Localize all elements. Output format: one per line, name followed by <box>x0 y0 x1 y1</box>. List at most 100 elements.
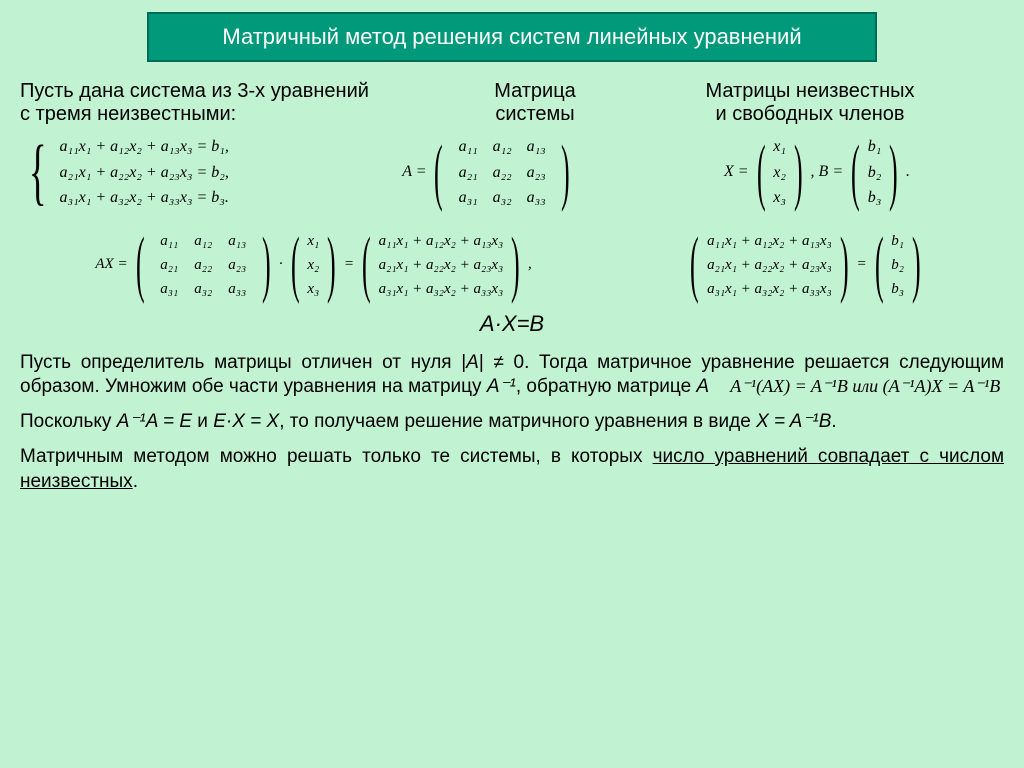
cell: b₁ <box>891 229 904 253</box>
header-line: Матрица <box>440 80 630 103</box>
text: A⁻¹A = E <box>117 411 192 432</box>
cell: x₂ <box>307 253 319 277</box>
eq: = <box>856 256 866 273</box>
text: . <box>831 411 836 432</box>
paren-icon: ( <box>875 235 884 294</box>
matrix-x-b: X = ( x₁ x₂ x₃ ) , B = ( b₁ b₂ b₃ ) . <box>630 134 1004 211</box>
header-line: Матрицы неизвестных <box>630 80 990 103</box>
paren-icon: ) <box>327 235 336 294</box>
cell: x₁ <box>307 229 319 253</box>
eq: = <box>344 256 354 273</box>
header-line: Пусть дана система из 3-х уравнений <box>20 80 440 103</box>
cell: a₂₃ <box>519 160 553 186</box>
text: , то получаем решение матричного уравнен… <box>279 411 756 432</box>
label: A = <box>402 163 426 181</box>
definitions-row: { a₁₁x₁ + a₁₂x₂ + a₁₃x₃ = b₁, a₂₁x₁ + a₂… <box>20 134 1004 211</box>
paren-icon: ( <box>291 235 300 294</box>
cell: b₂ <box>868 160 882 186</box>
cell: a₃₁ <box>451 185 485 211</box>
cell: a₃₃ <box>220 277 254 301</box>
cell: b₁ <box>868 134 882 160</box>
eq-line: a₂₁x₁ + a₂₂x₂ + a₂₃x₃ = b₂, <box>60 160 229 186</box>
text: X = A⁻¹B <box>756 411 831 432</box>
cell: a₁₁ <box>451 134 485 160</box>
paren-icon: ) <box>561 143 570 202</box>
cell: a₁₁ <box>152 229 186 253</box>
inline-formula: A⁻¹(AX) = A⁻¹B или (A⁻¹A)X = A⁻¹B <box>730 376 1000 396</box>
paren-icon: ( <box>136 235 145 294</box>
paren-icon: ( <box>434 143 443 202</box>
text: A <box>466 352 479 373</box>
header-line: системы <box>440 103 630 126</box>
cell: a₁₂ <box>186 229 220 253</box>
column-headers: Пусть дана система из 3-х уравнений с тр… <box>20 80 1004 126</box>
text: A⁻¹ <box>487 376 516 397</box>
cell: a₁₁x₁ + a₁₂x₂ + a₁₃x₃ <box>379 229 504 253</box>
label: X = <box>724 163 749 181</box>
main-equation: A·X=B <box>20 311 1004 337</box>
text: , обратную матрице <box>516 376 697 397</box>
slide-title: Матричный метод решения систем линейных … <box>147 12 877 62</box>
paragraph-3: Матричным методом можно решать только те… <box>20 445 1004 494</box>
paren-icon: ( <box>851 143 860 202</box>
text: A <box>696 376 709 397</box>
paren-icon: ( <box>757 143 766 202</box>
cell: a₃₁ <box>152 277 186 301</box>
comma: , <box>528 256 532 273</box>
label: . <box>906 163 910 181</box>
paren-icon: ( <box>362 235 371 294</box>
ax-product: AX = ( a₁₁a₁₂a₁₃ a₂₁a₂₂a₂₃ a₃₁a₃₂a₃₃ ) ·… <box>95 229 531 301</box>
cell: a₂₁ <box>451 160 485 186</box>
label: , B = <box>811 163 844 181</box>
cell: a₃₂ <box>186 277 220 301</box>
paren-icon: ) <box>511 235 520 294</box>
paren-icon: ) <box>794 143 803 202</box>
paragraph-2: Поскольку A⁻¹A = E и E·X = X, то получае… <box>20 410 1004 435</box>
cell: a₂₁x₁ + a₂₂x₂ + a₂₃x₃ <box>707 253 832 277</box>
paren-icon: ) <box>912 235 921 294</box>
ax-equals-b: ( a₁₁x₁ + a₁₂x₂ + a₁₃x₃ a₂₁x₁ + a₂₂x₂ + … <box>682 229 928 301</box>
cell: b₂ <box>891 253 904 277</box>
text: E·X = X <box>213 411 279 432</box>
cell: x₃ <box>773 185 786 211</box>
cell: a₁₂ <box>485 134 519 160</box>
header-matrix-xb: Матрицы неизвестных и свободных членов <box>630 80 990 126</box>
cell: b₃ <box>891 277 904 301</box>
text: Матричным методом можно решать только те… <box>20 446 653 467</box>
brace-icon: { <box>29 143 47 202</box>
cell: a₁₃ <box>220 229 254 253</box>
header-line: и свободных членов <box>630 103 990 126</box>
header-line: с тремя неизвестными: <box>20 103 440 126</box>
cell: a₂₃ <box>220 253 254 277</box>
paren-icon: ( <box>690 235 699 294</box>
cell: x₂ <box>773 160 786 186</box>
eq-line: a₃₁x₁ + a₃₂x₂ + a₃₃x₃ = b₃. <box>60 185 229 211</box>
dot: · <box>279 256 283 273</box>
text: . <box>133 471 138 492</box>
text: и <box>192 411 213 432</box>
cell: a₁₁x₁ + a₁₂x₂ + a₁₃x₃ <box>707 229 832 253</box>
text: Пусть определитель матрицы отличен от ну… <box>20 352 466 373</box>
eq-line: a₁₁x₁ + a₁₂x₂ + a₁₃x₃ = b₁, <box>60 134 229 160</box>
cell: a₂₁ <box>152 253 186 277</box>
system-equations: { a₁₁x₁ + a₁₂x₂ + a₁₃x₃ = b₁, a₂₁x₁ + a₂… <box>20 134 350 211</box>
cell: a₁₃ <box>519 134 553 160</box>
paragraph-1: Пусть определитель матрицы отличен от ну… <box>20 351 1004 400</box>
paren-icon: ) <box>889 143 898 202</box>
cell: a₂₂ <box>186 253 220 277</box>
matrix-a: A = ( a₁₁a₁₂a₁₃ a₂₁a₂₂a₂₃ a₃₁a₃₂a₃₃ ) <box>350 134 630 211</box>
text: Поскольку <box>20 411 117 432</box>
cell: a₂₁x₁ + a₂₂x₂ + a₂₃x₃ <box>379 253 504 277</box>
cell: a₃₁x₁ + a₃₂x₂ + a₃₃x₃ <box>379 277 504 301</box>
product-row: AX = ( a₁₁a₁₂a₁₃ a₂₁a₂₂a₂₃ a₃₁a₃₂a₃₃ ) ·… <box>20 229 1004 301</box>
paren-icon: ) <box>840 235 849 294</box>
header-matrix-a: Матрица системы <box>440 80 630 126</box>
cell: x₁ <box>773 134 786 160</box>
cell: a₃₃ <box>519 185 553 211</box>
cell: x₃ <box>307 277 319 301</box>
cell: a₂₂ <box>485 160 519 186</box>
header-system: Пусть дана система из 3-х уравнений с тр… <box>20 80 440 126</box>
label: AX = <box>95 256 127 273</box>
cell: a₃₁x₁ + a₃₂x₂ + a₃₃x₃ <box>707 277 832 301</box>
paren-icon: ) <box>262 235 271 294</box>
